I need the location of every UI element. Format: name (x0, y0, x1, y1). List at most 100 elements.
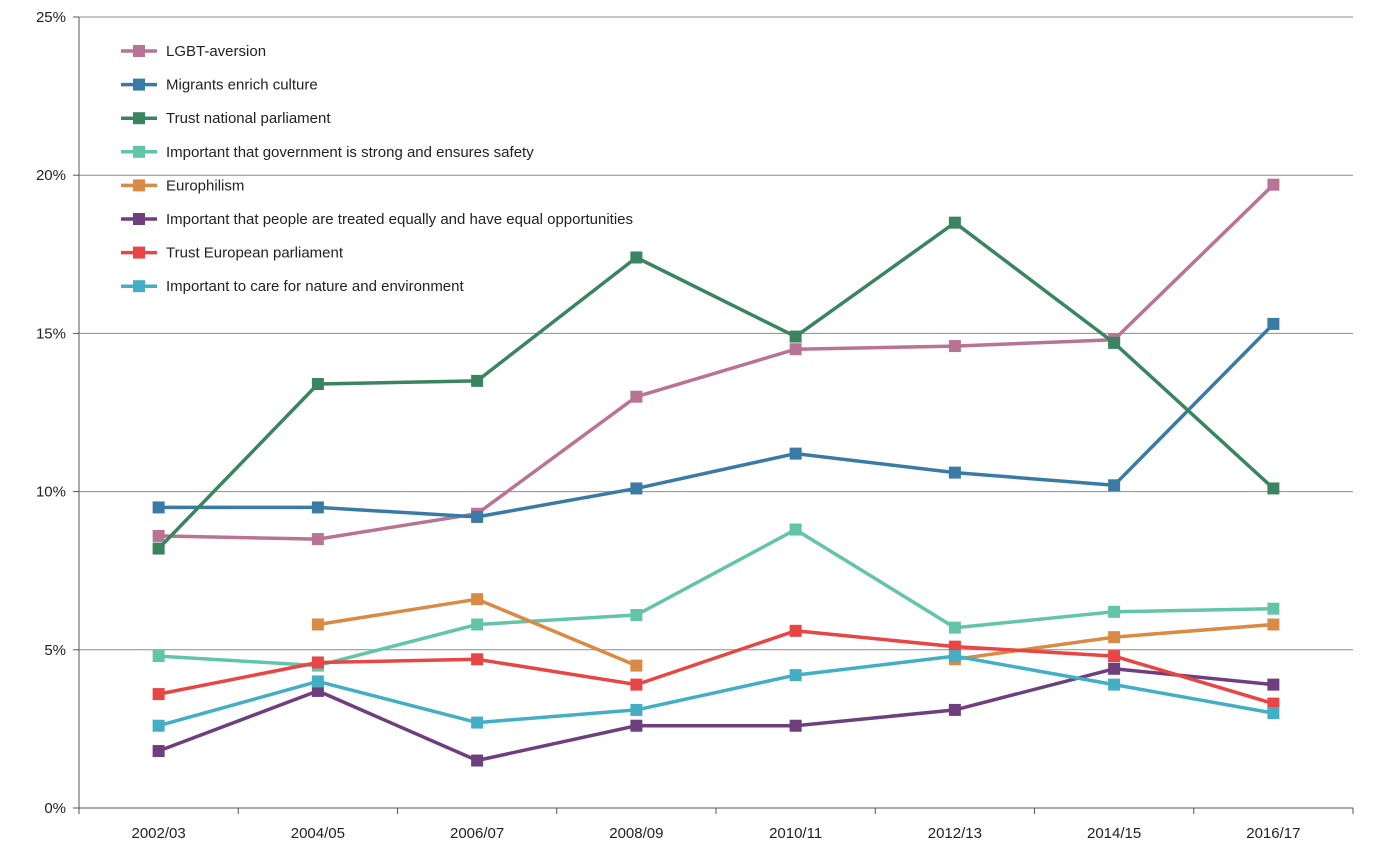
legend-swatch-marker (133, 246, 145, 259)
legend: LGBT-aversion Migrants enrich culture Trus… (121, 43, 633, 295)
legend-item: LGBT-aversion (121, 43, 266, 60)
data-point (789, 523, 802, 536)
x-tick-label: 2012/13 (928, 825, 982, 842)
data-point (948, 216, 961, 229)
data-point (630, 390, 643, 403)
data-point (630, 251, 643, 264)
y-tick-label: 10% (36, 484, 66, 501)
legend-swatch-marker (133, 112, 145, 125)
series-line (158, 183, 1275, 541)
data-point (789, 343, 802, 356)
data-point (1267, 618, 1280, 631)
x-tick-label: 2002/03 (132, 825, 186, 842)
data-point (152, 650, 165, 663)
legend-swatch-marker (133, 179, 145, 192)
series-line (158, 629, 1274, 706)
data-point (311, 675, 324, 688)
series-line (157, 220, 1275, 550)
data-point (1267, 317, 1280, 330)
legend-item: Important that people are treated equall… (121, 211, 633, 228)
data-point (948, 703, 961, 716)
data-point (630, 659, 643, 672)
x-axis: 2002/03 2004/05 2006/07 2008/09 2010/11 2012/… (78, 807, 1354, 842)
data-point (152, 688, 165, 701)
x-tick-label: 2008/09 (609, 825, 663, 842)
legend-label: Europhilism (166, 177, 244, 194)
data-point (471, 618, 484, 631)
data-point (311, 656, 324, 669)
data-point (471, 653, 484, 666)
data-point (948, 466, 961, 479)
series-lines (152, 178, 1280, 767)
data-point (471, 374, 484, 387)
x-tick-label: 2010/11 (769, 825, 822, 842)
series-line (158, 654, 1274, 728)
y-tick-label: 5% (44, 642, 66, 659)
data-point (311, 378, 324, 391)
data-point (1267, 678, 1280, 691)
y-tick-label: 15% (36, 325, 66, 342)
series-2 (152, 216, 1280, 555)
legend-label: Trust national parliament (166, 110, 331, 127)
y-tick-label: 25% (36, 9, 66, 26)
data-point (948, 621, 961, 634)
data-point (152, 719, 165, 732)
data-point (1267, 482, 1280, 495)
legend-swatch-marker (133, 213, 145, 225)
series-5 (152, 662, 1280, 767)
data-point (630, 678, 643, 691)
series-4 (311, 593, 1280, 672)
series-1 (152, 317, 1280, 523)
legend-swatch-marker (133, 145, 145, 158)
data-point (948, 340, 961, 353)
series-line (158, 527, 1274, 668)
legend-label: Important to care for nature and environ… (166, 278, 464, 295)
data-point (471, 593, 484, 606)
data-point (471, 510, 484, 523)
data-point (471, 754, 484, 767)
y-axis: 0% 5% 10% 15% 20% 25% (36, 9, 80, 817)
legend-item: Migrants enrich culture (121, 77, 318, 94)
series-0 (152, 178, 1280, 546)
x-tick-label: 2014/15 (1087, 825, 1141, 842)
data-point (1267, 602, 1280, 615)
legend-label: LGBT-aversion (166, 43, 266, 60)
data-point (1267, 697, 1280, 710)
data-point (789, 330, 802, 343)
series-3 (152, 523, 1280, 672)
legend-swatch-marker (133, 280, 145, 293)
data-point (152, 501, 165, 514)
legend-item: Important that government is strong and … (121, 144, 534, 161)
series-7 (152, 650, 1280, 732)
data-point (1108, 662, 1121, 675)
data-point (1108, 678, 1121, 691)
data-point (1108, 479, 1121, 492)
data-point (630, 482, 643, 495)
data-point (630, 719, 643, 732)
data-point (1267, 707, 1280, 720)
x-tick-label: 2006/07 (450, 825, 504, 842)
data-point (789, 669, 802, 682)
y-tick-label: 20% (36, 167, 66, 184)
data-point (311, 684, 324, 697)
data-point (630, 703, 643, 716)
legend-label: Migrants enrich culture (166, 77, 318, 94)
y-tick-label: 0% (44, 800, 66, 817)
series-line (158, 322, 1275, 519)
data-point (948, 650, 961, 663)
legend-label: Important that government is strong and … (166, 144, 534, 161)
data-point (1108, 650, 1121, 663)
x-tick-label: 2004/05 (291, 825, 345, 842)
legend-swatch-marker (133, 45, 145, 57)
data-point (630, 608, 643, 621)
legend-item: Europhilism (121, 177, 244, 194)
series-6 (152, 624, 1280, 710)
data-point (311, 618, 324, 631)
series-line (157, 667, 1274, 763)
data-point (311, 501, 324, 514)
legend-label: Trust European parliament (166, 245, 344, 262)
data-point (152, 542, 165, 555)
data-point (311, 533, 324, 546)
legend-item: Important to care for nature and environ… (121, 278, 464, 295)
